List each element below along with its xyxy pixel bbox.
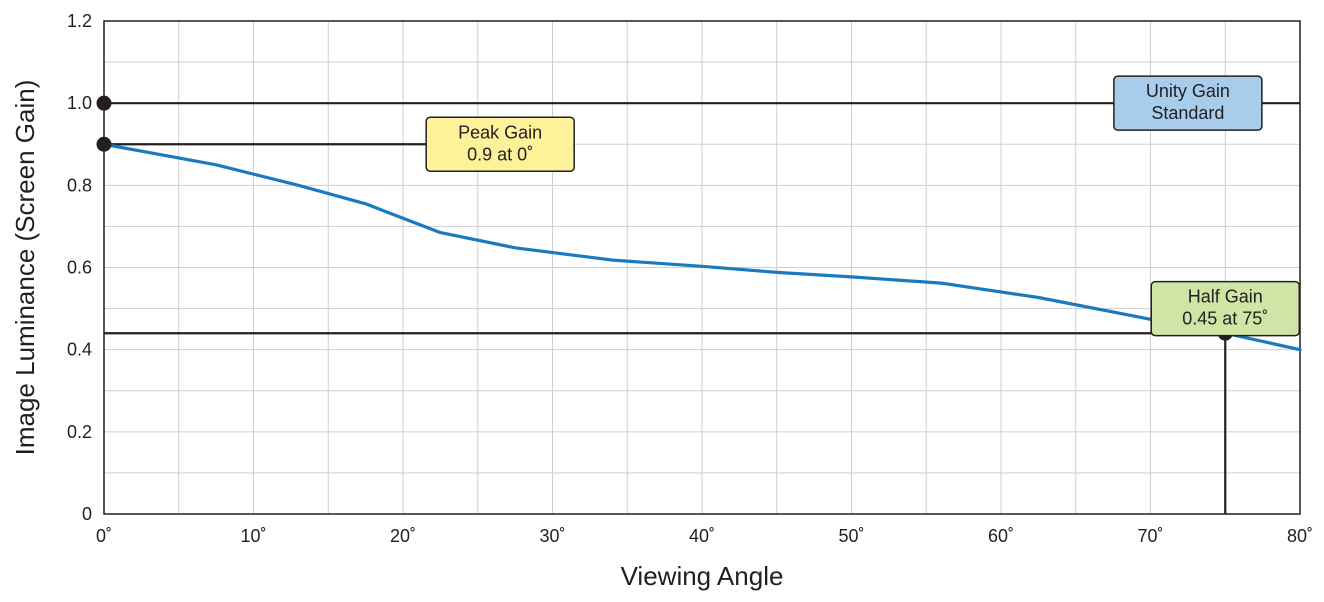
callout-text-line: Unity Gain xyxy=(1146,81,1230,101)
x-tick-label: 50˚ xyxy=(838,526,864,546)
x-tick-label: 20˚ xyxy=(390,526,416,546)
y-tick-label: 0.6 xyxy=(67,258,92,278)
marker-point xyxy=(96,95,112,111)
x-tick-label: 40˚ xyxy=(689,526,715,546)
callout-text-line: Half Gain xyxy=(1188,287,1263,307)
callout-text-line: 0.9 at 0˚ xyxy=(467,144,533,164)
y-tick-label: 1.2 xyxy=(67,11,92,31)
y-axis-ticks: 0 0.2 0.4 0.6 0.8 1.0 1.2 xyxy=(67,11,92,524)
markers xyxy=(96,95,1233,341)
plot-frame xyxy=(103,20,1301,515)
callout-text-line: 0.45 at 75˚ xyxy=(1182,309,1268,329)
callout-text-line: Standard xyxy=(1151,103,1224,123)
callout-box xyxy=(425,116,575,172)
y-tick-label: 0.4 xyxy=(67,340,92,360)
y-tick-label: 1.0 xyxy=(67,93,92,113)
x-tick-label: 70˚ xyxy=(1137,526,1163,546)
x-tick-label: 0˚ xyxy=(96,526,112,546)
callout-text-line: Peak Gain xyxy=(458,122,542,142)
reference-lines xyxy=(104,102,1300,514)
y-axis-title: Image Luminance (Screen Gain) xyxy=(10,80,40,456)
callout-box xyxy=(1113,75,1263,131)
x-tick-label: 10˚ xyxy=(240,526,266,546)
series-line xyxy=(102,142,1302,352)
marker-point xyxy=(96,136,112,152)
y-tick-label: 0 xyxy=(82,504,92,524)
series-layer xyxy=(102,142,1302,352)
x-tick-label: 60˚ xyxy=(988,526,1014,546)
y-tick-label: 0.8 xyxy=(67,175,92,195)
x-tick-label: 80˚ xyxy=(1287,526,1313,546)
x-axis-title: Viewing Angle xyxy=(621,561,784,591)
y-tick-label: 0.2 xyxy=(67,422,92,442)
callout-box xyxy=(1150,280,1300,337)
x-axis-ticks: 0˚ 10˚ 20˚ 30˚ 40˚ 50˚ 60˚ 70˚ 80˚ xyxy=(96,526,1313,546)
x-tick-label: 30˚ xyxy=(539,526,565,546)
